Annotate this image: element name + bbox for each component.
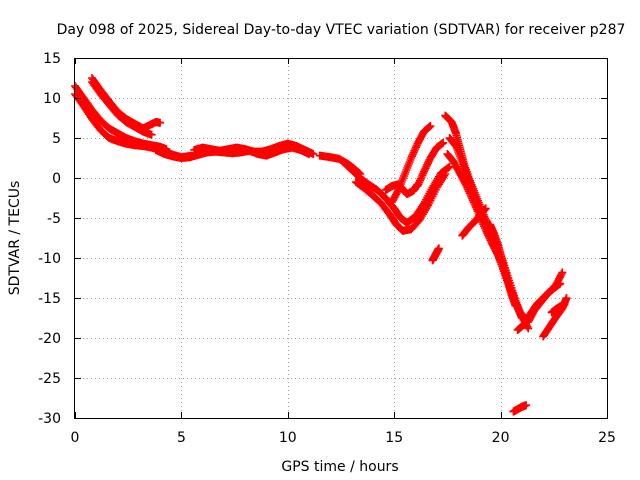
y-tick-label: -5 xyxy=(47,211,61,227)
data-point xyxy=(556,279,565,288)
y-tick-label: 0 xyxy=(52,171,61,187)
x-tick-label: 20 xyxy=(492,430,510,446)
grid xyxy=(75,58,607,418)
x-tick-label: 15 xyxy=(385,430,403,446)
x-tick-label: 5 xyxy=(177,430,186,446)
y-tick-label: -30 xyxy=(38,411,61,427)
series-track-w xyxy=(509,401,531,416)
series-track-q xyxy=(458,204,490,240)
y-tick-label: 5 xyxy=(52,131,61,147)
chart-title: Day 098 of 2025, Sidereal Day-to-day VTE… xyxy=(57,22,626,38)
data-point xyxy=(426,122,435,130)
x-tick-label: 10 xyxy=(279,430,297,446)
data-point xyxy=(440,171,449,180)
series-track-k xyxy=(388,122,435,206)
data-point xyxy=(481,204,490,213)
data-points xyxy=(71,74,571,416)
y-tick-label: -15 xyxy=(38,291,61,307)
series-track-r xyxy=(485,220,520,310)
series-track-l xyxy=(413,138,448,190)
data-point xyxy=(309,150,318,158)
series-track-f xyxy=(190,139,318,158)
x-tick-label: 25 xyxy=(598,430,616,446)
series-track-i xyxy=(351,170,450,235)
data-point xyxy=(439,138,448,147)
data-point xyxy=(560,300,569,309)
data-point xyxy=(511,302,520,310)
y-tick-label: 15 xyxy=(43,51,61,67)
x-axis-label: GPS time / hours xyxy=(281,459,398,475)
y-tick-label: -20 xyxy=(38,331,61,347)
data-point xyxy=(558,268,567,277)
y-tick-label: -25 xyxy=(38,371,61,387)
y-tick-label: 10 xyxy=(43,91,61,107)
data-point xyxy=(522,401,531,410)
data-point xyxy=(434,244,443,253)
x-tick-label: 0 xyxy=(71,430,80,446)
series-track-d xyxy=(88,78,156,139)
data-point xyxy=(156,118,165,127)
plot-frame xyxy=(74,58,608,419)
y-tick-label: -10 xyxy=(38,251,61,267)
data-point xyxy=(562,294,571,302)
series-track-m xyxy=(428,244,443,265)
data-point xyxy=(441,170,450,178)
series-track-v xyxy=(547,300,569,317)
series-track-t xyxy=(524,279,565,326)
y-axis-label: SDTVAR / TECUs xyxy=(7,181,23,296)
x-axis-ticks: 0 5 10 15 20 25 xyxy=(71,58,616,446)
y-axis-ticks: 15 10 5 0 -5 -10 -15 -20 -25 -30 xyxy=(38,51,607,427)
data-point xyxy=(147,130,156,139)
